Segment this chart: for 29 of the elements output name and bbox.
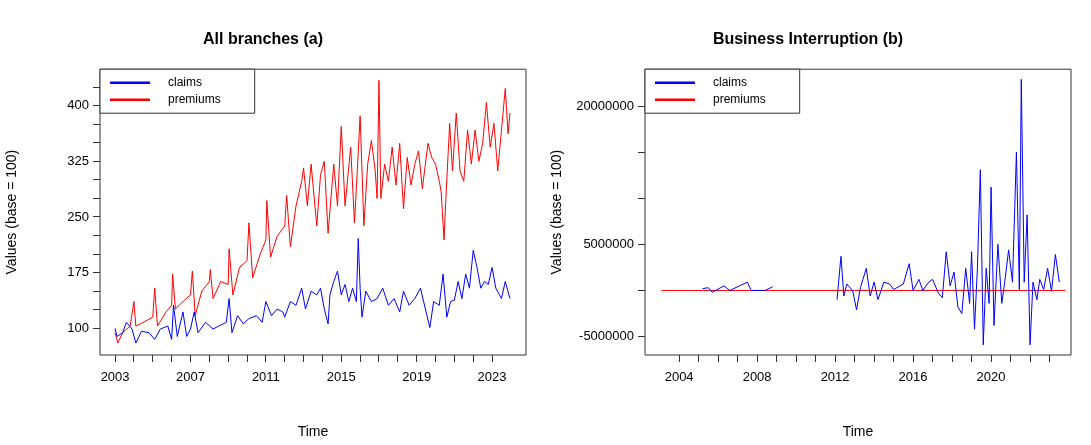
y-tick-label: 20000000 xyxy=(576,97,634,113)
chart-title: All branches (a) xyxy=(202,30,324,48)
x-axis-title: Time xyxy=(297,423,329,440)
x-tick-label: 2023 xyxy=(477,369,507,385)
y-tick-label: 250 xyxy=(67,208,89,224)
y-axis-title: Values (base = 100) xyxy=(548,149,565,275)
x-tick-label: 2004 xyxy=(664,369,694,385)
y-tick-label: -5000000 xyxy=(579,328,634,344)
x-tick-label: 2019 xyxy=(402,369,432,385)
x-tick-label: 2020 xyxy=(976,369,1006,385)
x-tick-label: 2003 xyxy=(100,369,130,385)
legend-label: premiums xyxy=(713,92,766,107)
legend-label: claims xyxy=(713,75,748,90)
y-tick-label: 325 xyxy=(67,152,89,168)
x-tick-label: 2015 xyxy=(326,369,356,385)
y-tick-label: 400 xyxy=(67,97,89,113)
x-tick-label: 2016 xyxy=(898,369,928,385)
y-tick-label: 5000000 xyxy=(583,235,634,251)
legend-label: premiums xyxy=(168,92,221,107)
y-tick-label: 175 xyxy=(67,264,89,280)
y-axis-title: Values (base = 100) xyxy=(3,149,20,275)
chart-title: Business Interruption (b) xyxy=(712,30,904,48)
x-tick-label: 2011 xyxy=(251,369,280,385)
x-tick-label: 2007 xyxy=(176,369,205,385)
x-tick-label: 2012 xyxy=(820,369,850,385)
x-tick-label: 2008 xyxy=(742,369,772,385)
legend-label: claims xyxy=(168,75,203,90)
x-axis-title: Time xyxy=(842,423,874,440)
y-tick-label: 100 xyxy=(67,319,89,335)
